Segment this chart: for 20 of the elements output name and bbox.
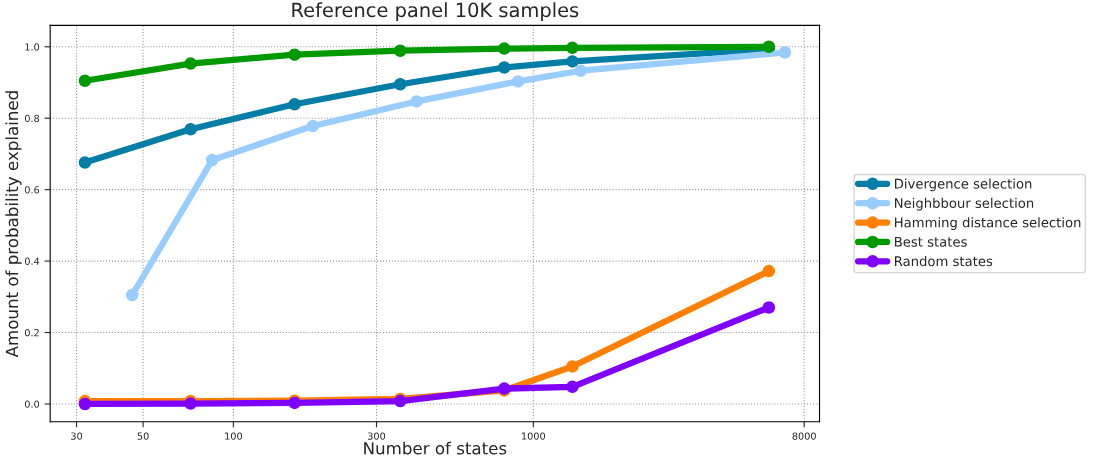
y-axis-title: Amount of probability explained [5,91,22,358]
x-tick-label: 100 [225,432,243,440]
legend-label: Neighbbour selection [895,197,1034,211]
x-axis-title: Number of states [364,441,507,455]
legend-label: Random states [895,255,993,267]
legend-label: Hamming distance selection [895,217,1081,230]
x-tick-label: 30 [71,432,83,440]
y-tick-label: 0.4 [24,257,40,265]
x-tick-label: 50 [137,432,149,440]
y-tick-label: 1.0 [25,43,40,51]
y-tick-label: 0.8 [24,114,40,123]
x-tick-label: 8000 [792,432,816,440]
chart-title: Reference panel 10K samples [292,2,579,22]
legend-label: Divergence selection [895,178,1032,192]
x-tick-label: 300 [367,432,386,440]
y-tick-label: 0.2 [24,329,39,337]
y-tick-label: 0.0 [24,400,40,408]
legend-label: Best states [895,236,967,247]
y-tick-label: 0.6 [24,186,40,194]
x-tick-label: 1000 [522,432,546,440]
